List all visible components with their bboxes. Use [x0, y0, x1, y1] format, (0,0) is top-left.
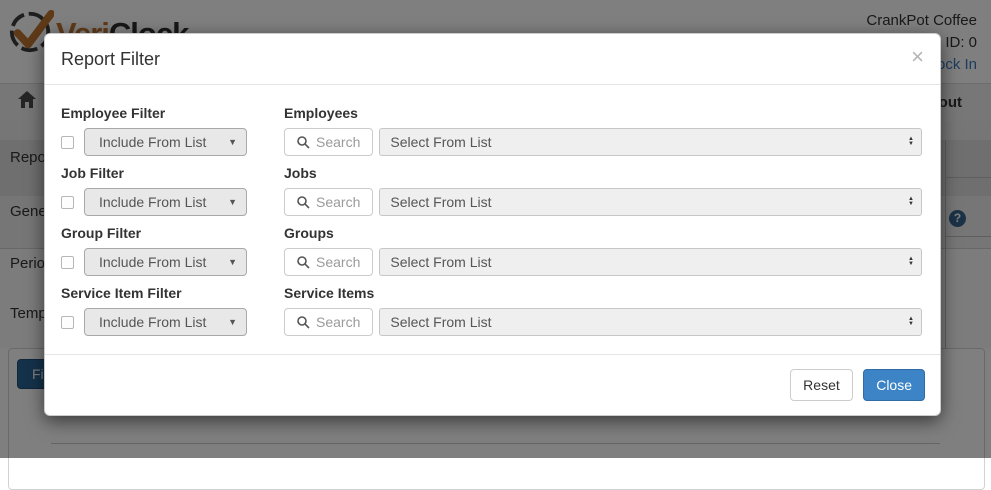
select-arrows-icon — [908, 257, 914, 267]
service-items-search-button[interactable]: Search — [284, 308, 374, 336]
service-item-filter-label: Service Item Filter — [61, 285, 182, 301]
search-icon — [297, 315, 310, 329]
employees-label: Employees — [284, 105, 358, 121]
job-filter-checkbox[interactable] — [61, 195, 74, 209]
reset-button[interactable]: Reset — [790, 369, 853, 401]
groups-label: Groups — [284, 225, 334, 241]
report-filter-modal: Report Filter × Employee Filter Include … — [44, 33, 941, 416]
caret-down-icon: ▼ — [228, 137, 237, 147]
modal-title: Report Filter — [61, 49, 161, 69]
jobs-select[interactable]: Select From List — [379, 188, 922, 216]
jobs-search-button[interactable]: Search — [284, 188, 374, 216]
employee-filter-checkbox[interactable] — [61, 135, 74, 149]
modal-footer: Reset Close — [45, 354, 940, 415]
caret-down-icon: ▼ — [228, 257, 237, 267]
select-arrows-icon — [908, 197, 914, 207]
search-icon — [297, 255, 310, 269]
filter-row-employee: Employee Filter Include From List ▼ Empl… — [61, 105, 922, 156]
service-item-filter-checkbox[interactable] — [61, 315, 74, 329]
close-icon[interactable]: × — [911, 44, 924, 69]
employee-filter-label: Employee Filter — [61, 105, 166, 121]
service-items-label: Service Items — [284, 285, 375, 301]
caret-down-icon: ▼ — [228, 317, 237, 327]
group-filter-label: Group Filter — [61, 225, 142, 241]
employees-select[interactable]: Select From List — [379, 128, 922, 156]
jobs-label: Jobs — [284, 165, 317, 181]
modal-header: Report Filter × — [45, 34, 940, 85]
modal-body: Employee Filter Include From List ▼ Empl… — [45, 85, 940, 354]
groups-select[interactable]: Select From List — [379, 248, 922, 276]
groups-search-button[interactable]: Search — [284, 248, 374, 276]
employee-filter-dropdown[interactable]: Include From List ▼ — [84, 128, 247, 156]
job-filter-dropdown[interactable]: Include From List ▼ — [84, 188, 247, 216]
search-icon — [297, 195, 310, 209]
filter-row-job: Job Filter Include From List ▼ Jobs Sear… — [61, 165, 922, 216]
close-button[interactable]: Close — [863, 369, 925, 401]
service-items-select[interactable]: Select From List — [379, 308, 922, 336]
caret-down-icon: ▼ — [228, 197, 237, 207]
group-filter-checkbox[interactable] — [61, 255, 74, 269]
group-filter-dropdown[interactable]: Include From List ▼ — [84, 248, 247, 276]
search-icon — [297, 135, 310, 149]
employees-search-button[interactable]: Search — [284, 128, 374, 156]
select-arrows-icon — [908, 137, 914, 147]
filter-row-group: Group Filter Include From List ▼ Groups … — [61, 225, 922, 276]
service-item-filter-dropdown[interactable]: Include From List ▼ — [84, 308, 247, 336]
job-filter-label: Job Filter — [61, 165, 125, 181]
select-arrows-icon — [908, 317, 914, 327]
filter-row-service-item: Service Item Filter Include From List ▼ … — [61, 285, 922, 336]
